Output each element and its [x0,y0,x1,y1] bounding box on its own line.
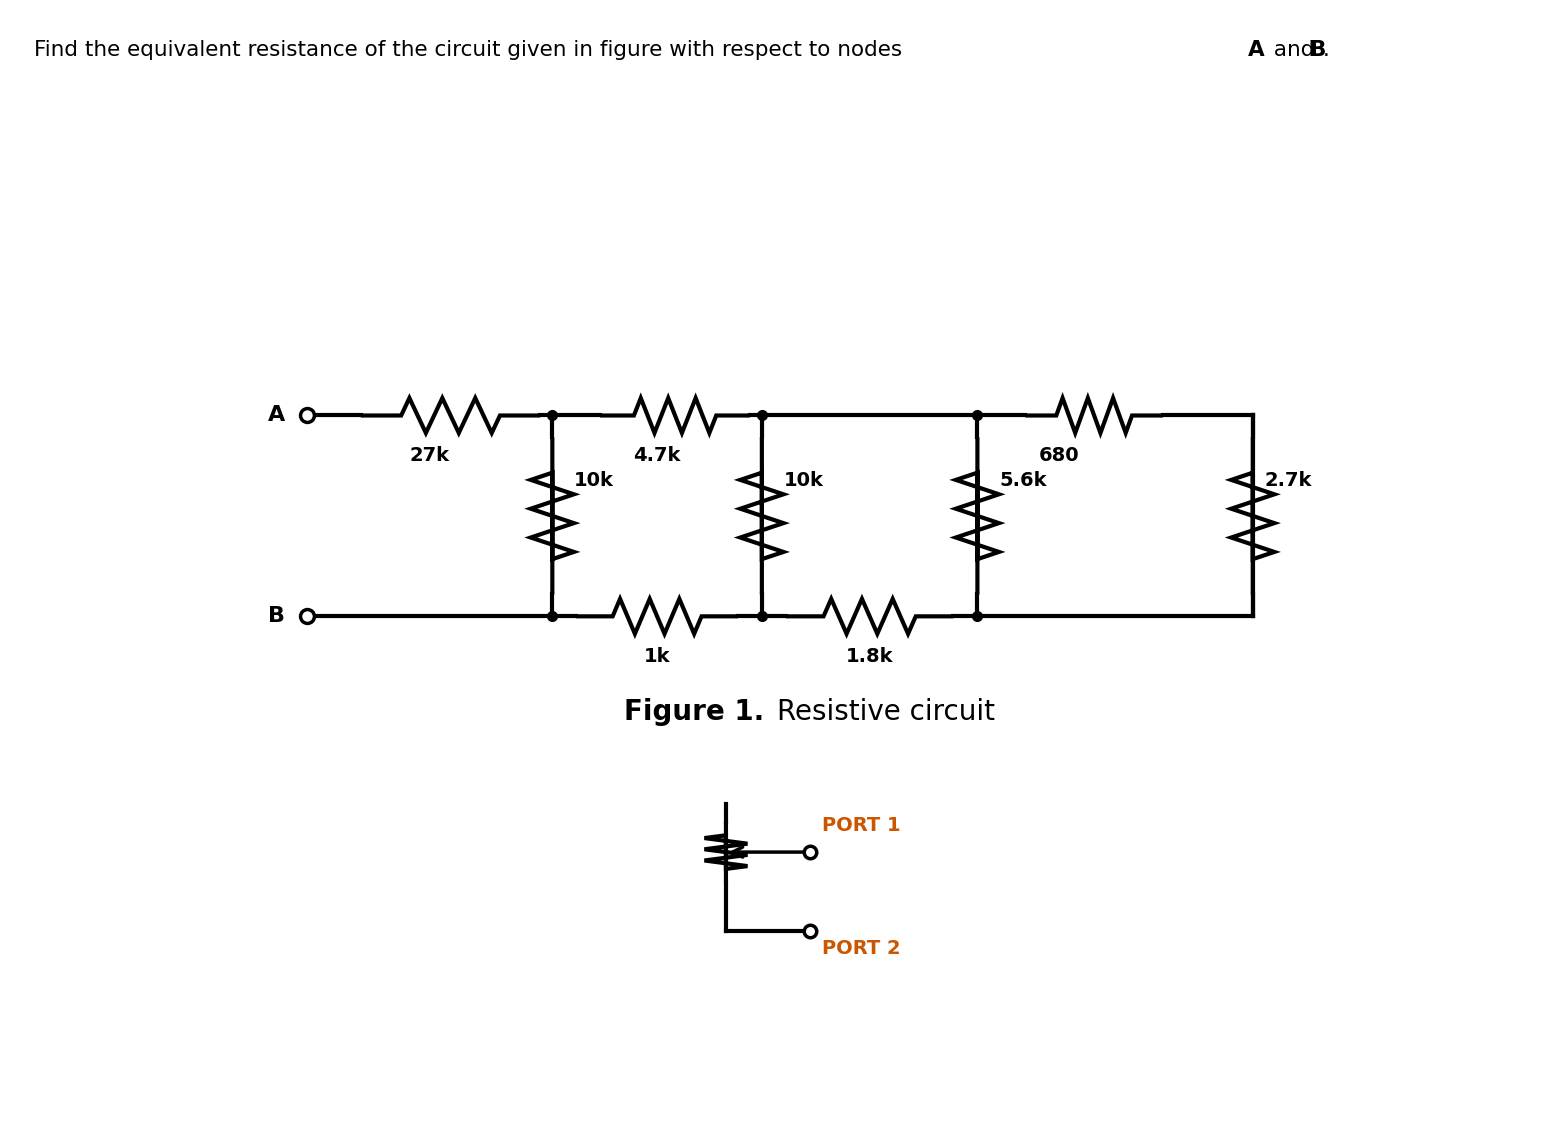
Text: 10k: 10k [573,472,613,491]
Text: 5.6k: 5.6k [1000,472,1046,491]
Text: 10k: 10k [783,472,823,491]
Text: 27k: 27k [409,446,450,465]
Text: Figure 1.: Figure 1. [624,699,765,727]
Text: A: A [1248,40,1265,60]
Text: and: and [1267,40,1321,60]
Text: 2.7k: 2.7k [1265,472,1312,491]
Text: 1.8k: 1.8k [847,646,893,666]
Text: .: . [1323,40,1329,60]
Text: B: B [1310,40,1327,60]
Text: 4.7k: 4.7k [633,446,681,465]
Text: Find the equivalent resistance of the circuit given in figure with respect to no: Find the equivalent resistance of the ci… [34,40,908,60]
Text: 680: 680 [1038,446,1078,465]
Text: PORT 1: PORT 1 [822,816,901,836]
Text: PORT 2: PORT 2 [822,939,901,957]
Text: Resistive circuit: Resistive circuit [777,699,995,727]
Text: A: A [269,406,286,425]
Text: B: B [269,607,286,626]
Text: 1k: 1k [644,646,671,666]
